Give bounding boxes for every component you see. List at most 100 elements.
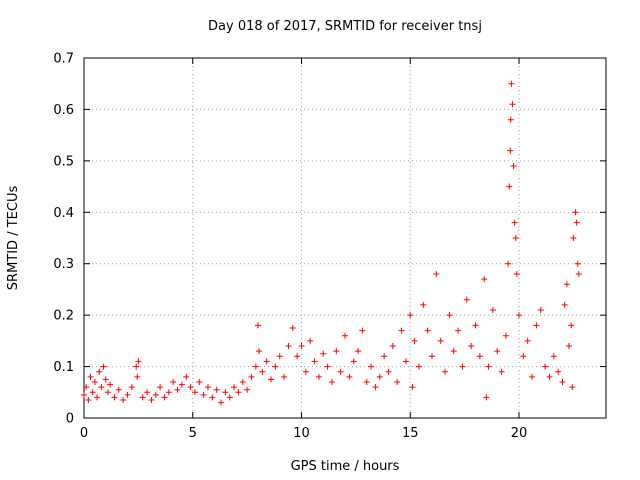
data-point xyxy=(239,379,246,385)
data-point xyxy=(244,386,251,393)
data-point xyxy=(94,394,101,401)
data-point xyxy=(442,368,449,375)
data-point xyxy=(424,327,431,334)
data-point xyxy=(520,353,527,360)
data-point xyxy=(363,379,370,385)
data-point xyxy=(513,271,520,277)
data-point xyxy=(333,348,340,355)
data-point xyxy=(559,379,566,385)
data-point xyxy=(252,363,259,370)
y-tick-label: 0.7 xyxy=(53,52,74,67)
data-point xyxy=(505,260,512,267)
data-point xyxy=(196,379,203,385)
data-point xyxy=(104,389,111,396)
data-point xyxy=(429,353,435,360)
data-point xyxy=(350,358,357,365)
x-tick-label: 20 xyxy=(511,426,528,441)
y-tick-label: 0.1 xyxy=(53,360,74,375)
x-axis-ticks: 0 5 10 15 20 xyxy=(80,58,527,441)
data-point xyxy=(268,376,275,383)
data-points xyxy=(81,80,582,406)
data-point xyxy=(507,116,514,123)
data-point xyxy=(372,384,379,391)
data-point xyxy=(87,373,94,380)
data-point xyxy=(209,394,216,401)
data-point xyxy=(409,384,416,391)
data-point xyxy=(213,386,220,393)
data-point xyxy=(133,363,140,370)
data-point xyxy=(263,358,270,365)
data-point xyxy=(161,394,168,401)
data-point xyxy=(256,348,263,355)
chart-title: Day 018 of 2017, SRMTID for receiver tns… xyxy=(208,19,482,34)
data-point xyxy=(152,391,159,398)
y-tick-label: 0.3 xyxy=(53,257,74,272)
data-point xyxy=(463,296,470,303)
data-point xyxy=(516,312,522,319)
data-point xyxy=(255,322,261,329)
data-point xyxy=(285,343,292,349)
data-point xyxy=(170,379,177,385)
data-point xyxy=(355,348,362,355)
data-point xyxy=(342,332,348,339)
data-point xyxy=(566,343,573,349)
data-point xyxy=(174,386,181,393)
y-axis-label: SRMTID / TECUs xyxy=(6,186,21,291)
data-point xyxy=(524,337,531,344)
data-point xyxy=(276,353,283,360)
grid-lines xyxy=(84,58,606,418)
data-point xyxy=(89,389,96,396)
data-point xyxy=(420,301,427,308)
data-point xyxy=(502,332,509,339)
x-axis-label: GPS time / hours xyxy=(291,459,400,474)
data-point xyxy=(570,235,577,241)
data-point xyxy=(200,391,207,398)
data-point xyxy=(298,343,305,349)
data-point xyxy=(533,322,540,329)
data-point xyxy=(128,384,135,391)
data-point xyxy=(204,384,211,391)
data-point xyxy=(281,373,288,380)
data-point xyxy=(107,381,114,388)
y-tick-label: 0.2 xyxy=(53,309,74,324)
x-tick-label: 10 xyxy=(293,426,310,441)
data-point xyxy=(124,391,131,398)
data-point xyxy=(111,394,118,401)
data-point xyxy=(407,312,414,319)
data-point xyxy=(394,379,401,385)
data-point xyxy=(450,348,457,355)
data-point xyxy=(272,363,279,370)
data-point xyxy=(402,358,409,365)
data-point xyxy=(135,358,142,365)
y-tick-label: 0 xyxy=(66,412,74,427)
data-point xyxy=(411,337,418,344)
data-point xyxy=(259,368,266,375)
data-point xyxy=(328,379,335,385)
data-point xyxy=(546,373,553,380)
data-point xyxy=(376,373,383,380)
data-point xyxy=(476,353,483,360)
data-point xyxy=(550,353,557,360)
data-point xyxy=(115,386,122,393)
data-point xyxy=(81,391,87,398)
data-point xyxy=(368,363,375,370)
data-point xyxy=(98,384,105,391)
x-tick-label: 15 xyxy=(402,426,419,441)
data-point xyxy=(222,389,229,396)
data-point xyxy=(574,260,581,267)
data-point xyxy=(83,384,90,391)
data-point xyxy=(381,353,388,360)
data-point xyxy=(483,394,490,401)
data-point xyxy=(573,219,580,226)
data-point xyxy=(183,373,190,380)
data-point xyxy=(437,337,444,344)
data-point xyxy=(100,363,107,370)
data-point xyxy=(165,389,172,396)
data-point xyxy=(529,373,536,380)
data-point xyxy=(511,219,518,226)
data-point xyxy=(148,397,155,403)
data-point xyxy=(510,163,517,169)
y-tick-label: 0.6 xyxy=(53,103,74,118)
